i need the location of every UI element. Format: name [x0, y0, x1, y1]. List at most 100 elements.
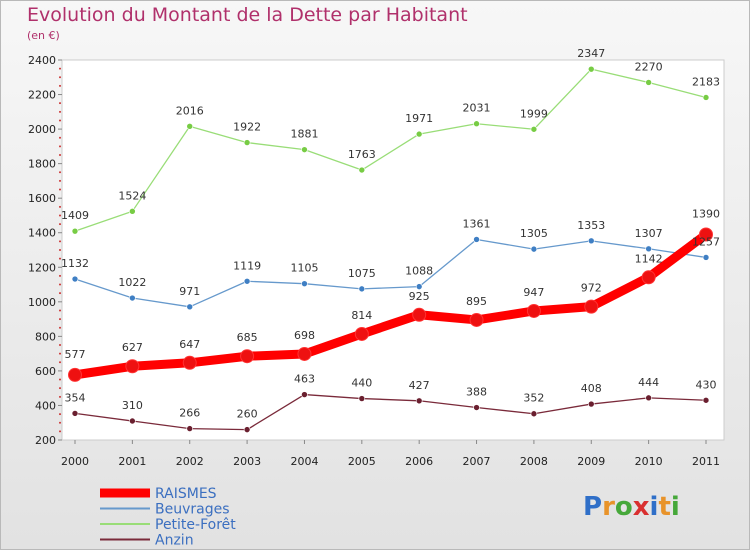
data-point: [587, 400, 595, 408]
data-point: [125, 359, 140, 374]
data-label: 2031: [463, 102, 491, 115]
y-minor-tick: [59, 421, 61, 424]
y-minor-tick: [59, 223, 61, 226]
data-point: [186, 425, 194, 432]
x-tick-label: 2001: [118, 455, 146, 468]
data-point: [415, 130, 423, 138]
data-label: 972: [581, 282, 602, 295]
data-label: 925: [409, 290, 430, 303]
y-minor-tick: [59, 171, 61, 174]
x-tick-label: 2010: [635, 455, 663, 468]
y-tick-label: 1000: [28, 296, 56, 309]
data-label: 1971: [405, 112, 433, 125]
y-minor-tick: [59, 326, 61, 329]
data-label: 310: [122, 399, 143, 412]
series-line-petite-forêt: [74, 68, 707, 232]
data-label: 698: [294, 329, 315, 342]
data-label: 947: [523, 286, 544, 299]
x-tick-label: 2004: [290, 455, 318, 468]
data-label: 1881: [290, 128, 318, 141]
y-minor-tick: [59, 344, 61, 346]
data-label: 352: [523, 392, 544, 405]
series-line-anzin: [74, 393, 707, 431]
data-point: [243, 139, 251, 146]
data-point: [358, 395, 366, 402]
legend-entry-label: Anzin: [155, 533, 194, 549]
data-point: [182, 355, 197, 370]
x-tick-label: 2002: [176, 455, 204, 468]
data-label: 2270: [635, 60, 663, 73]
data-point: [587, 65, 595, 73]
data-point: [645, 245, 652, 253]
data-label: 2016: [176, 104, 204, 117]
y-minor-tick: [59, 145, 61, 148]
x-tick-label: 2008: [520, 455, 548, 468]
y-minor-tick: [59, 274, 61, 277]
x-tick-label: 2006: [405, 455, 433, 468]
y-minor-tick: [59, 110, 61, 113]
data-label: 2183: [692, 75, 720, 88]
legend-entry-label: Beuvrages: [155, 502, 230, 518]
data-label: 1390: [692, 207, 720, 220]
data-point: [297, 346, 312, 361]
y-minor-tick: [59, 257, 61, 260]
y-minor-tick: [59, 179, 61, 182]
data-label: 1524: [118, 189, 146, 202]
data-label: 971: [179, 285, 200, 298]
data-point: [129, 417, 136, 425]
data-label: 463: [294, 373, 315, 386]
data-label: 408: [581, 382, 602, 395]
data-label: 260: [237, 408, 258, 421]
y-minor-tick: [59, 154, 61, 156]
data-point: [587, 237, 595, 245]
data-label: 577: [65, 348, 86, 361]
y-minor-tick: [59, 67, 61, 70]
data-point: [415, 283, 423, 290]
data-label: 444: [638, 376, 659, 389]
data-label: 1763: [348, 148, 376, 161]
legend-entry-label: Petite-Forêt: [155, 517, 236, 533]
y-minor-tick: [59, 395, 61, 398]
data-label: 1119: [233, 259, 261, 272]
data-point: [415, 397, 423, 405]
y-minor-tick: [59, 76, 61, 79]
data-point: [301, 391, 308, 398]
data-label: 388: [466, 386, 487, 399]
data-point: [68, 367, 82, 382]
proxiti-logo: Proxiti: [583, 492, 680, 522]
data-point: [354, 326, 369, 341]
legend-entry-label: RAISMES: [155, 486, 217, 502]
x-tick-label: 2011: [692, 455, 720, 468]
y-minor-tick: [59, 318, 61, 321]
data-label: 627: [122, 341, 143, 354]
data-label: 1075: [348, 267, 376, 280]
data-point: [641, 270, 656, 285]
y-minor-tick: [59, 292, 61, 295]
y-minor-tick: [59, 352, 61, 355]
y-tick-label: 2400: [28, 54, 56, 67]
data-label: 1922: [233, 121, 261, 134]
data-label: 1105: [290, 262, 318, 275]
data-point: [530, 245, 538, 253]
y-minor-tick: [59, 283, 61, 286]
data-point: [358, 166, 366, 174]
data-label: 266: [179, 407, 200, 420]
data-label: 1022: [118, 276, 146, 289]
y-tick-label: 200: [35, 434, 56, 447]
y-minor-tick: [59, 205, 61, 208]
data-point: [645, 79, 652, 86]
y-minor-tick: [59, 102, 61, 105]
data-label: 1307: [635, 227, 663, 240]
y-tick-label: 600: [35, 365, 56, 378]
plot-area: 200 400 600 800 1000 1200 1400 1600 1800 2000 2200…: [28, 54, 725, 468]
data-point: [240, 349, 255, 364]
x-tick-label: 2003: [233, 455, 261, 468]
series-line-beuvrages: [74, 238, 707, 308]
y-minor-tick: [59, 188, 61, 191]
y-tick-label: 1600: [28, 192, 56, 205]
data-label: 895: [466, 295, 487, 308]
data-label: 354: [65, 391, 86, 404]
data-point: [702, 396, 710, 404]
y-minor-tick: [59, 119, 61, 122]
